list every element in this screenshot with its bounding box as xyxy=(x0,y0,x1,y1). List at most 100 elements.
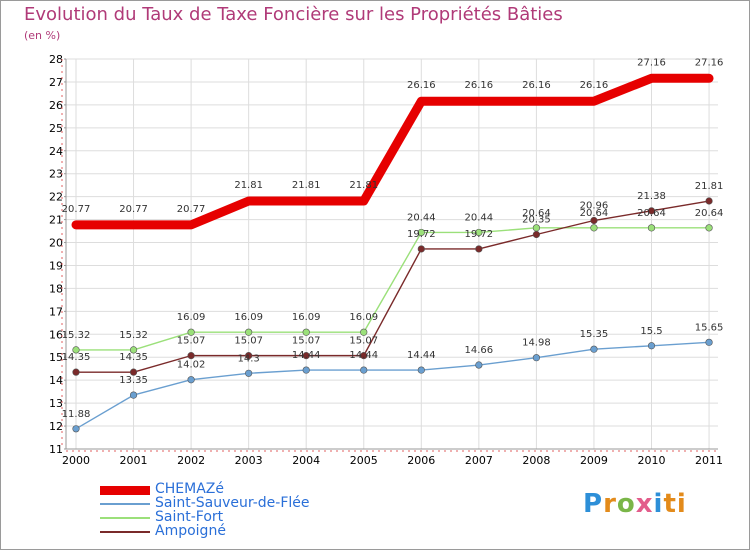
data-label: 14.66 xyxy=(465,345,494,356)
data-label: 14.3 xyxy=(238,353,260,364)
data-label: 16.09 xyxy=(177,312,206,323)
y-tick-label: 28 xyxy=(49,53,63,66)
data-point xyxy=(187,352,195,360)
data-label: 15.32 xyxy=(119,330,148,341)
data-point xyxy=(532,230,541,239)
data-label: 20.35 xyxy=(522,215,551,226)
data-label: 26.16 xyxy=(580,80,609,91)
data-point xyxy=(187,328,195,336)
x-tick-label: 2006 xyxy=(407,454,435,467)
data-label: 21.81 xyxy=(349,180,378,191)
legend-label: Saint-Sauveur-de-Flée xyxy=(155,495,310,511)
logo-letter: x xyxy=(635,489,654,519)
data-label: 20.44 xyxy=(465,212,494,223)
data-label: 16.09 xyxy=(292,312,321,323)
x-tick-label: 2009 xyxy=(580,454,608,467)
data-point xyxy=(532,354,541,362)
data-point xyxy=(417,228,425,237)
y-tick-label: 14 xyxy=(49,374,63,387)
data-point xyxy=(475,245,483,253)
x-tick-label: 2003 xyxy=(235,454,263,467)
legend-label: Ampoigné xyxy=(155,523,226,539)
data-point xyxy=(245,328,253,336)
data-point xyxy=(360,352,368,360)
data-label: 27.16 xyxy=(695,57,724,68)
data-label: 14.44 xyxy=(349,350,378,361)
x-tick-label: 2004 xyxy=(292,454,320,467)
proxiti-logo[interactable]: Proxiti xyxy=(583,489,687,519)
data-label: 15.5 xyxy=(640,326,662,337)
legend-swatch xyxy=(100,517,150,519)
data-label: 21.38 xyxy=(637,191,666,202)
y-tick-label: 27 xyxy=(49,76,63,89)
data-label: 14.35 xyxy=(119,352,148,363)
data-label: 20.64 xyxy=(580,208,609,219)
data-label: 15.65 xyxy=(695,322,724,333)
data-label: 15.32 xyxy=(62,330,91,341)
legend-label: Saint-Fort xyxy=(155,509,224,525)
data-label: 26.16 xyxy=(522,80,551,91)
series-line xyxy=(75,341,710,430)
data-point xyxy=(72,368,80,376)
data-label: 20.64 xyxy=(695,208,724,219)
data-label: 15.07 xyxy=(292,336,321,347)
series-line xyxy=(75,227,710,351)
logo-letter: o xyxy=(616,489,636,519)
y-tick-label: 12 xyxy=(49,420,63,433)
legend-swatch xyxy=(100,531,150,533)
y-tick-label: 24 xyxy=(49,145,63,158)
y-tick-label: 21 xyxy=(49,214,63,227)
data-label: 19.72 xyxy=(407,229,436,240)
data-point xyxy=(705,338,713,346)
data-point xyxy=(360,366,368,374)
data-point xyxy=(302,328,310,336)
data-point xyxy=(590,345,598,353)
data-label: 16.09 xyxy=(234,312,263,323)
logo-letter: i xyxy=(653,489,664,519)
logo-letter: r xyxy=(603,489,617,519)
y-tick-label: 16 xyxy=(49,328,63,341)
x-tick-label: 2010 xyxy=(638,454,666,467)
data-label: 14.02 xyxy=(177,360,206,371)
data-point xyxy=(129,391,138,399)
legend-swatch xyxy=(100,503,150,505)
data-label: 14.44 xyxy=(407,350,436,361)
data-label: 20.77 xyxy=(119,204,148,215)
data-point xyxy=(647,207,656,215)
data-label: 19.72 xyxy=(465,229,494,240)
x-tick-label: 2008 xyxy=(522,454,550,467)
data-label: 16.09 xyxy=(349,312,378,323)
data-label: 15.07 xyxy=(349,336,378,347)
data-point xyxy=(475,361,483,369)
data-point xyxy=(590,216,598,225)
x-tick-label: 2005 xyxy=(350,454,378,467)
data-point xyxy=(72,346,80,354)
data-label: 20.64 xyxy=(637,208,666,219)
data-label: 20.96 xyxy=(580,201,609,212)
data-label: 14.35 xyxy=(62,352,91,363)
x-tick-label: 2001 xyxy=(120,454,148,467)
series-line xyxy=(75,200,710,373)
logo-letter: ti xyxy=(663,489,687,519)
data-label: 15.07 xyxy=(177,336,206,347)
x-tick-label: 2011 xyxy=(695,454,723,467)
y-tick-label: 15 xyxy=(49,351,63,364)
data-point xyxy=(417,366,425,374)
data-point xyxy=(129,368,138,376)
legend-label: CHEMAZé xyxy=(155,481,225,497)
data-label: 26.16 xyxy=(407,80,436,91)
y-tick-label: 20 xyxy=(49,237,63,250)
legend-swatch xyxy=(100,485,150,495)
x-tick-label: 2007 xyxy=(465,454,493,467)
x-tick-label: 2002 xyxy=(177,454,205,467)
data-point xyxy=(360,328,368,336)
data-point xyxy=(532,224,541,232)
data-label: 27.16 xyxy=(637,57,666,68)
chart-unit-label: (en %) xyxy=(24,29,61,42)
data-point xyxy=(72,425,80,433)
y-tick-label: 23 xyxy=(49,168,63,181)
data-label: 20.44 xyxy=(407,212,436,223)
logo-letter: P xyxy=(583,489,604,519)
plot-area xyxy=(66,59,718,449)
